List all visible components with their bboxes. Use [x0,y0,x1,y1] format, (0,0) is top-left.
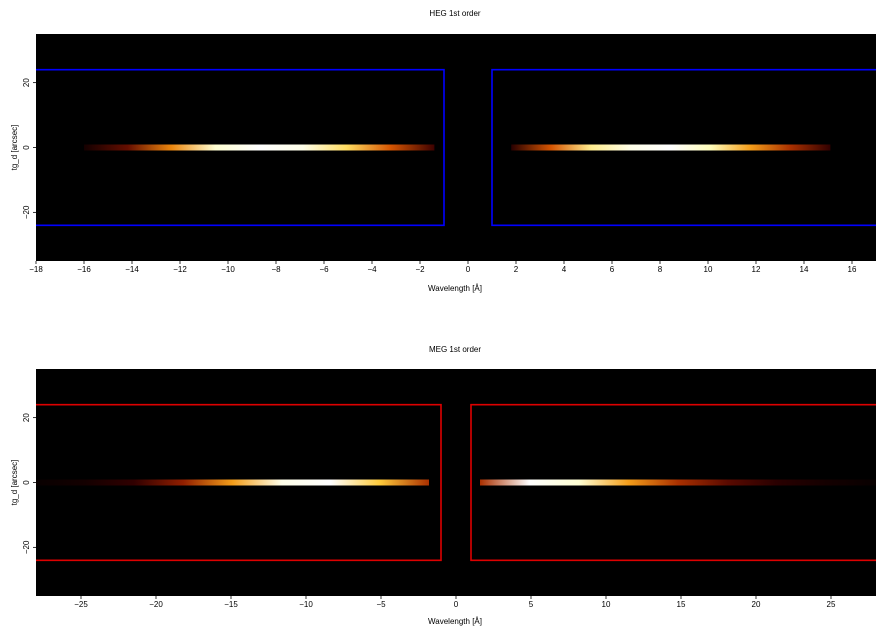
meg-x-tick-label: −25 [74,600,88,609]
heg-x-tick-label: 16 [848,265,857,274]
heg-x-tick-label: −16 [77,265,91,274]
meg-y-tick-label: 0 [22,480,31,485]
heg-region-positive [491,68,876,227]
heg-streak-negative [84,144,435,151]
meg-x-tick-label: 5 [529,600,534,609]
heg-x-tick-label: −4 [367,265,377,274]
heg-streaks [84,144,831,151]
heg-extraction-regions [36,68,876,227]
heg-x-tick-label: 6 [610,265,615,274]
heg-x-ticks: −18 −16 −14 −12 −10 −8 −6 −4 −2 0 2 4 6 8 10 12 14 16 [29,261,857,274]
heg-x-tick-label: 10 [704,265,713,274]
meg-x-tick-label: −15 [224,600,238,609]
meg-extraction-regions [36,403,876,562]
meg-title: MEG 1st order [429,345,481,354]
meg-y-tick-label: 20 [22,413,31,422]
meg-y-axis-label: tg_d [arcsec] [10,460,19,506]
meg-panel: MEG 1st order −25 −20 −15 −10 −5 0 5 10 15 20 25 −… [10,345,876,626]
heg-x-tick-label: 12 [752,265,761,274]
meg-streaks [36,479,876,486]
heg-x-tick-label: −6 [319,265,329,274]
meg-region-negative [36,403,442,562]
heg-y-ticks: −20 0 20 [22,78,36,219]
heg-x-tick-label: 14 [800,265,809,274]
meg-x-ticks: −25 −20 −15 −10 −5 0 5 10 15 20 25 [74,596,836,609]
heg-region-negative [36,68,445,227]
meg-x-tick-label: −5 [376,600,386,609]
meg-x-tick-label: 20 [752,600,761,609]
heg-y-tick-label: 0 [22,145,31,150]
heg-x-axis-label: Wavelength [Å] [428,284,482,293]
heg-x-tick-label: −8 [271,265,281,274]
heg-y-tick-label: 20 [22,78,31,87]
meg-streak-positive [480,479,876,486]
meg-x-tick-label: 25 [827,600,836,609]
heg-x-tick-label: −10 [221,265,235,274]
heg-x-tick-label: 0 [466,265,471,274]
heg-x-tick-label: 4 [562,265,567,274]
heg-panel: HEG 1st order −18 −16 −14 −12 −10 −8 −6 −4 −2 0 2 4… [10,9,876,293]
heg-x-tick-label: 2 [514,265,519,274]
meg-x-tick-label: −20 [149,600,163,609]
heg-title: HEG 1st order [429,9,480,18]
heg-streak-positive [511,144,831,151]
heg-y-tick-label: −20 [22,205,31,219]
heg-x-tick-label: −2 [415,265,425,274]
heg-x-tick-label: −14 [125,265,139,274]
meg-x-tick-label: 15 [677,600,686,609]
meg-x-tick-label: −10 [299,600,313,609]
meg-x-tick-label: 0 [454,600,459,609]
heg-y-axis-label: tg_d [arcsec] [10,125,19,171]
meg-x-axis-label: Wavelength [Å] [428,617,482,626]
meg-y-ticks: −20 0 20 [22,413,36,554]
meg-region-positive [470,403,876,562]
heg-x-tick-label: −12 [173,265,187,274]
heg-x-tick-label: −18 [29,265,43,274]
heg-x-tick-label: 8 [658,265,663,274]
meg-streak-negative [36,479,429,486]
meg-x-tick-label: 10 [602,600,611,609]
meg-y-tick-label: −20 [22,540,31,554]
